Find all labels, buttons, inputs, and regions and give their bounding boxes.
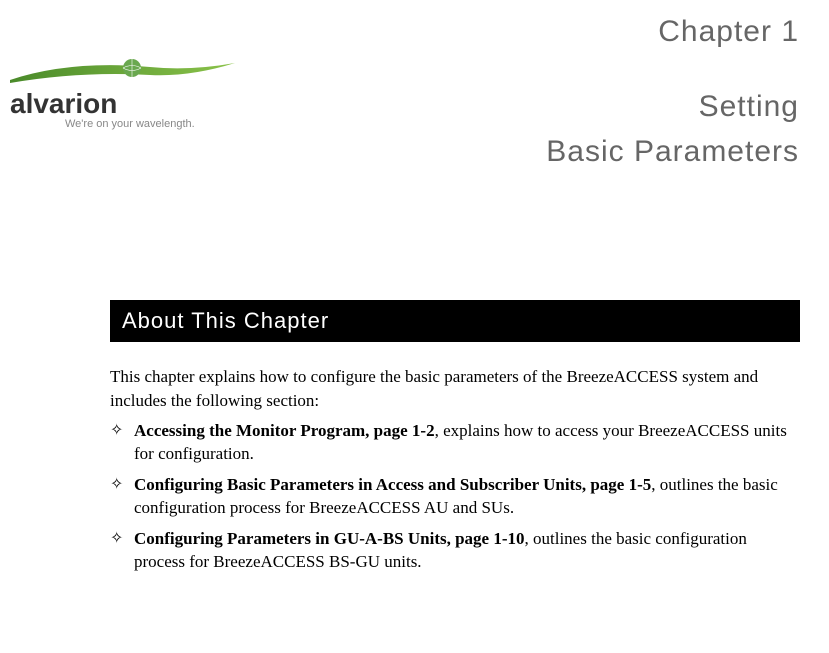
intro-paragraph: This chapter explains how to configure t… [110,365,800,413]
bullet-text: Accessing the Monitor Program, page 1-2,… [134,420,800,466]
page-title-line1: Setting [699,90,799,124]
bullet-bold: Configuring Basic Parameters in Access a… [134,475,651,494]
bullet-text: Configuring Parameters in GU-A-BS Units,… [134,528,800,574]
bullet-bold: Accessing the Monitor Program, page 1-2 [134,421,435,440]
logo-swoosh-icon [10,55,240,85]
bullet-list: ✧ Accessing the Monitor Program, page 1-… [110,420,800,582]
bullet-icon: ✧ [110,528,134,550]
bullet-bold: Configuring Parameters in GU-A-BS Units,… [134,529,525,548]
list-item: ✧ Configuring Basic Parameters in Access… [110,474,800,520]
about-heading: About This Chapter [110,300,800,342]
bullet-icon: ✧ [110,474,134,496]
logo-tagline: We're on your wavelength. [65,118,240,130]
page-title-line2: Basic Parameters [546,135,799,169]
chapter-label: Chapter 1 [658,15,799,49]
logo: alvarion We're on your wavelength. [10,55,240,130]
list-item: ✧ Accessing the Monitor Program, page 1-… [110,420,800,466]
list-item: ✧ Configuring Parameters in GU-A-BS Unit… [110,528,800,574]
logo-name: alvarion [10,88,240,120]
bullet-text: Configuring Basic Parameters in Access a… [134,474,800,520]
bullet-icon: ✧ [110,420,134,442]
